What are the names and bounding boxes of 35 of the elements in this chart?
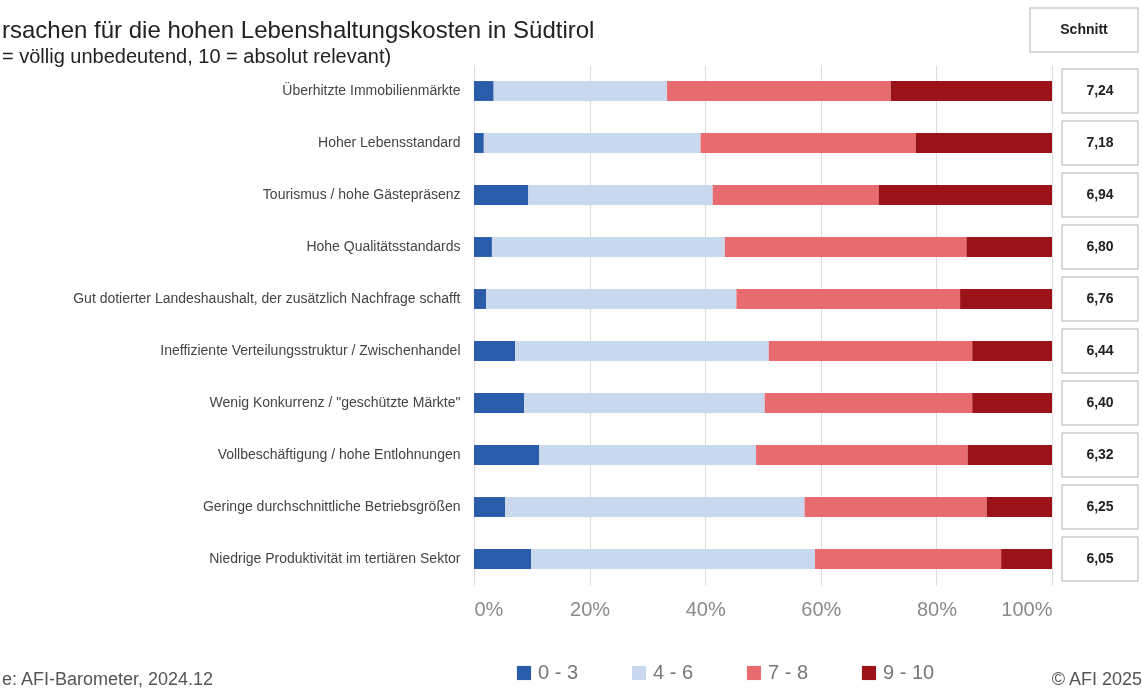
text: = völlig unbedeutend, 10 = absolut relevant) (2, 45, 392, 68)
y-tick-label: Wenig Konkurrenz / "geschützte Märkte" (209, 394, 461, 410)
text: e: AFI-Barometer, 2024.12 (2, 669, 214, 689)
x-tick-label: 80% (916, 597, 958, 620)
x-tick-label: 0% (474, 597, 504, 620)
chart-title: rsachen für die hohen Lebenshaltungskosten in Südtirol (2, 16, 595, 44)
text: 6,76 (1086, 290, 1114, 306)
legend-label: 9 - 10 (883, 661, 935, 683)
x-tick-label: 40% (685, 597, 726, 620)
text: 7,24 (1086, 82, 1114, 98)
legend-label: 7 - 8 (768, 661, 809, 683)
y-tick-label: Geringe durchschnittliche Betriebsgrößen (202, 498, 461, 514)
x-tick-label: 100% (1001, 597, 1053, 620)
text: 6,05 (1086, 550, 1114, 566)
y-tick-label: Überhitzte Immobilienmärkte (282, 81, 461, 98)
text: 6,94 (1086, 186, 1114, 202)
text: 6,32 (1086, 446, 1114, 462)
y-tick-label: Vollbeschäftigung / hohe Entlohnungen (217, 446, 461, 462)
legend-label: 0 - 3 (538, 661, 579, 683)
legend-label: 4 - 6 (653, 661, 694, 683)
text: Schnitt (1060, 21, 1109, 37)
y-tick-label: Tourismus / hohe Gästepräsenz (262, 186, 461, 202)
x-tick-label: 60% (801, 597, 842, 620)
x-tick-label: 20% (570, 597, 611, 620)
text: 6,25 (1086, 498, 1114, 514)
text: © AFI 2025 (1051, 669, 1142, 689)
text: 6,80 (1086, 238, 1114, 254)
text: 6,44 (1086, 342, 1114, 358)
y-tick-label: Hohe Qualitätsstandards (306, 238, 461, 254)
y-tick-label: Hoher Lebensstandard (318, 134, 461, 150)
y-tick-label: Gut dotierter Landeshaushalt, der zusätzlich Nachfrage schafft (73, 290, 461, 306)
y-tick-label: Niedrige Produktivität im tertiären Sektor (209, 550, 461, 566)
text: 6,40 (1086, 394, 1114, 410)
text: 7,18 (1086, 134, 1114, 150)
y-tick-label: Ineffiziente Verteilungsstruktur / Zwischenhandel (160, 342, 461, 358)
